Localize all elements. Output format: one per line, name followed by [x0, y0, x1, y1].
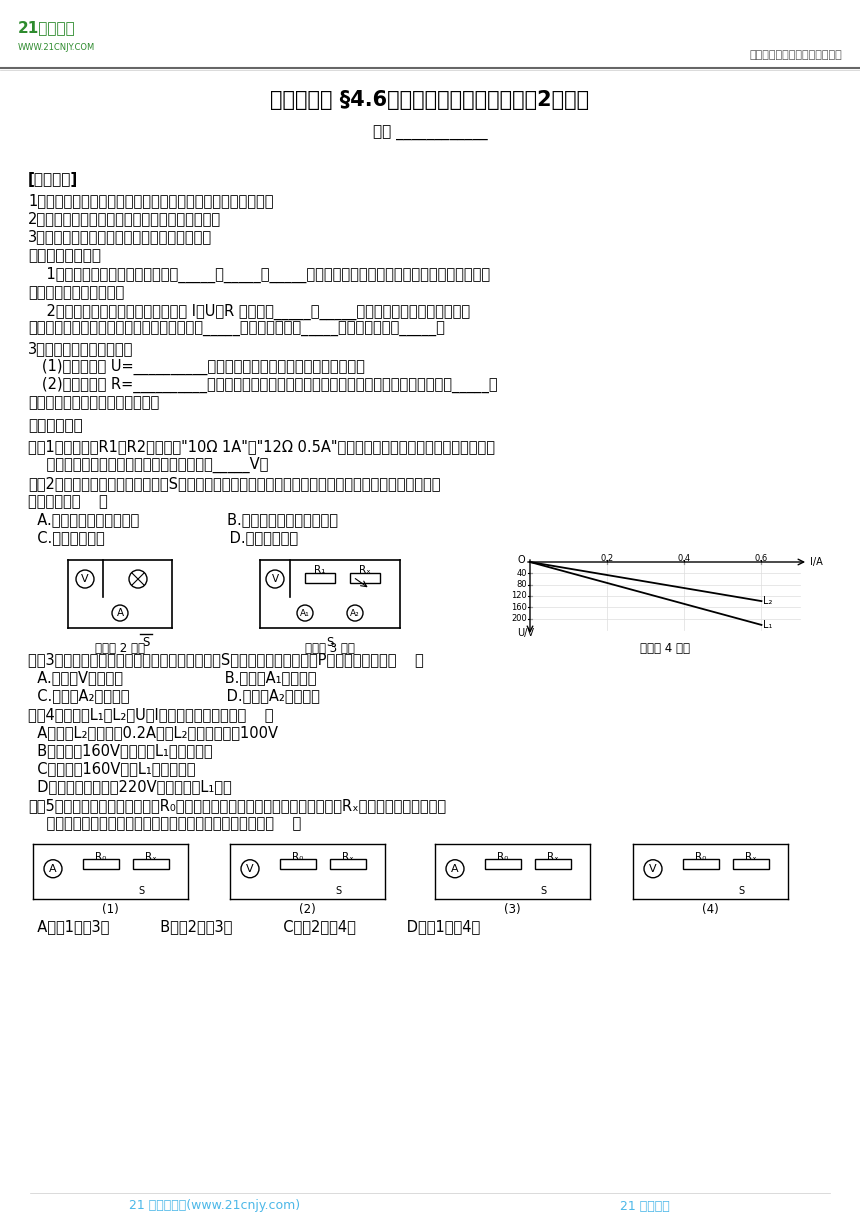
- Text: (3): (3): [504, 902, 520, 916]
- Text: 姓名 ____________: 姓名 ____________: [372, 125, 488, 141]
- Text: A₁: A₁: [300, 608, 310, 618]
- Text: R₀: R₀: [497, 851, 508, 861]
- Text: 电学问题的关键和基础。: 电学问题的关键和基础。: [28, 285, 124, 300]
- Text: 二、例题讲解: 二、例题讲解: [28, 418, 83, 433]
- Text: A₂: A₂: [350, 608, 359, 618]
- Text: 一、知识点梳理：: 一、知识点梳理：: [28, 248, 101, 263]
- Text: 21 世纪教育网(www.21cnjy.com): 21 世纪教育网(www.21cnjy.com): [130, 1199, 300, 1212]
- Text: A: A: [49, 863, 57, 874]
- Text: L₂: L₂: [764, 596, 773, 606]
- Bar: [535, 858, 571, 868]
- Text: 2、运用欧姆定律公式时，公式中的 I、U、R 应对应于_____或_____，解题时都应用相应的标记分: 2、运用欧姆定律公式时，公式中的 I、U、R 应对应于_____或_____，解…: [28, 304, 470, 320]
- Text: 3、会利用欧姆定律的变形公式求导体的电阻。: 3、会利用欧姆定律的变形公式求导体的电阻。: [28, 229, 212, 244]
- Text: 1、欧姆定律反映的是同一导体的_____、_____和_____之间的关系，它是研究、分析、解决各种实际的: 1、欧姆定律反映的是同一导体的_____、_____和_____之间的关系，它是…: [28, 268, 490, 283]
- Text: 21 清风明月: 21 清风明月: [620, 1199, 670, 1212]
- Text: A: A: [116, 608, 124, 618]
- Text: 160: 160: [511, 603, 527, 612]
- Text: Rₓ: Rₓ: [745, 851, 757, 861]
- Text: (2): (2): [298, 902, 316, 916]
- Text: 例题2、如图所示电路中，闭合开关S，灯泡发光，电路正常。若将电压表与电流表交换位置，电路可能出: 例题2、如图所示电路中，闭合开关S，灯泡发光，电路正常。若将电压表与电流表交换位…: [28, 475, 440, 491]
- Text: R₀: R₀: [95, 851, 107, 861]
- Text: 端，为了不损坏电阻，该电源电压不能超过_____V。: 端，为了不损坏电阻，该电源电压不能超过_____V。: [28, 457, 268, 473]
- Text: （例题 4 图）: （例题 4 图）: [640, 642, 690, 655]
- Text: （例题 2 图）: （例题 2 图）: [95, 642, 145, 655]
- Text: 3、欧姆定律的变形公式：: 3、欧姆定律的变形公式：: [28, 340, 133, 356]
- Text: S: S: [138, 885, 144, 896]
- Text: 0.6: 0.6: [755, 554, 768, 563]
- Text: O: O: [518, 554, 525, 565]
- Text: I/A: I/A: [810, 557, 823, 567]
- Bar: [733, 858, 769, 868]
- Text: 关，电阻是导体本身的一种性质。: 关，电阻是导体本身的一种性质。: [28, 395, 159, 410]
- Text: C．电压为160V时，L₁的电阻较大: C．电压为160V时，L₁的电阻较大: [28, 761, 195, 776]
- Text: 例题3、如图所示，电源电压保持不变，闭合开关S，当滑动变阻器的滑片P向右滑动过程中（    ）: 例题3、如图所示，电源电压保持不变，闭合开关S，当滑动变阻器的滑片P向右滑动过程…: [28, 652, 424, 668]
- Text: R₁: R₁: [314, 565, 326, 575]
- Text: R₀: R₀: [696, 851, 707, 861]
- Text: (2)公式变形为 R=__________，这是求导体电阻的一种方法，即伏安法；但电阻本身的大小与_____无: (2)公式变形为 R=__________，这是求导体电阻的一种方法，即伏安法；…: [28, 377, 498, 393]
- Text: S: S: [540, 885, 547, 896]
- Text: Rₓ: Rₓ: [359, 565, 371, 575]
- Text: C.电流表A₂示数不变                     D.电流表A₂示数变小: C.电流表A₂示数不变 D.电流表A₂示数变小: [28, 688, 320, 703]
- Text: Rₓ: Rₓ: [547, 851, 559, 861]
- Text: D．把两灯并联接入220V的电路中，L₁较亮: D．把两灯并联接入220V的电路中，L₁较亮: [28, 779, 231, 794]
- Text: A.电流表、电压表被烧毁                   B.电压表示数接近电源电压: A.电流表、电压表被烧毁 B.电压表示数接近电源电压: [28, 512, 338, 527]
- Text: 例题1、定值电阻R1和R2分别标有"10Ω 1A"和"12Ω 0.5A"的字样，现将它们串联起来接到某电源两: 例题1、定值电阻R1和R2分别标有"10Ω 1A"和"12Ω 0.5A"的字样，…: [28, 439, 495, 454]
- Text: 0.2: 0.2: [600, 554, 614, 563]
- Text: 现的情况是（    ）: 现的情况是（ ）: [28, 494, 108, 510]
- Text: 开，同时公式中的单位应统一：电压的单位是_____，电流的单位是_____，电阻的单位是_____。: 开，同时公式中的单位应统一：电压的单位是_____，电流的单位是_____，电阻…: [28, 322, 445, 337]
- Bar: [133, 858, 169, 868]
- Text: A: A: [452, 863, 459, 874]
- Text: 21世纪教育: 21世纪教育: [18, 21, 76, 35]
- Text: 2、会利用欧姆定律的变形公式求电路中的电流；: 2、会利用欧姆定律的变形公式求电路中的电流；: [28, 212, 221, 226]
- Text: 中小学教育资源及组卷应用平台: 中小学教育资源及组卷应用平台: [749, 50, 842, 60]
- Text: V: V: [81, 574, 89, 584]
- Text: 200: 200: [511, 614, 527, 623]
- Text: U/V: U/V: [518, 627, 535, 638]
- Text: [学习目标]: [学习目标]: [28, 171, 78, 187]
- Text: 例题4、图为灯L₁、L₂的U－I图象，根据图象可知（    ）: 例题4、图为灯L₁、L₂的U－I图象，根据图象可知（ ）: [28, 706, 273, 722]
- Text: S: S: [335, 885, 341, 896]
- Text: A．通过L₂的电流为0.2A时，L₂两端的电压为100V: A．通过L₂的电流为0.2A时，L₂两端的电压为100V: [28, 725, 278, 741]
- Text: L₁: L₁: [764, 620, 773, 630]
- Text: V: V: [649, 863, 657, 874]
- Bar: [83, 858, 119, 868]
- Text: 例题5、如何利用阻值已知的电阻R₀和一只电流表或一只电压表，测出未知电阻Rₓ的阻值，同学们设计了: 例题5、如何利用阻值已知的电阻R₀和一只电流表或一只电压表，测出未知电阻Rₓ的阻…: [28, 798, 446, 814]
- Text: Rₓ: Rₓ: [145, 851, 157, 861]
- Bar: [350, 573, 380, 582]
- Text: 0.4: 0.4: [678, 554, 691, 563]
- Text: V: V: [246, 863, 254, 874]
- Bar: [280, 858, 316, 868]
- Text: V: V: [272, 574, 279, 584]
- Text: Rₓ: Rₓ: [342, 851, 353, 861]
- Text: 浙教版八上 §4.6电流与电压、电阻的关系（2）学案: 浙教版八上 §4.6电流与电压、电阻的关系（2）学案: [270, 90, 590, 109]
- Text: 80: 80: [516, 580, 527, 590]
- Text: C.灯泡正常发光                           D.电流表有示数: C.灯泡正常发光 D.电流表有示数: [28, 530, 298, 545]
- Text: B．电压为160V时，通过L₁的电流较大: B．电压为160V时，通过L₁的电流较大: [28, 743, 212, 758]
- Bar: [683, 858, 719, 868]
- Text: (1): (1): [101, 902, 119, 916]
- Text: A.电压表V示数变小                      B.电流表A₁示数变大: A.电压表V示数变小 B.电流表A₁示数变大: [28, 670, 316, 685]
- Bar: [305, 573, 335, 582]
- Text: S: S: [739, 885, 745, 896]
- Text: 40: 40: [517, 569, 527, 578]
- Text: 如图所示四种电路，其中可行的方法有（电源电压未知）（    ）: 如图所示四种电路，其中可行的方法有（电源电压未知）（ ）: [28, 816, 301, 831]
- Text: 120: 120: [511, 591, 527, 601]
- Text: S: S: [142, 636, 150, 648]
- Text: S: S: [326, 636, 334, 648]
- Text: （例题 3 图）: （例题 3 图）: [305, 642, 355, 655]
- Text: WWW.21CNJY.COM: WWW.21CNJY.COM: [18, 44, 95, 52]
- Bar: [485, 858, 521, 868]
- Text: A．（1）（3）           B．（2）（3）           C．（2）（4）           D．（1）（4）: A．（1）（3） B．（2）（3） C．（2）（4） D．（1）（4）: [28, 919, 480, 934]
- Bar: [330, 858, 366, 868]
- Text: (1)公式变形为 U=__________，这是求导体电阻两端电压的一种方法；: (1)公式变形为 U=__________，这是求导体电阻两端电压的一种方法；: [28, 359, 365, 376]
- Text: (4): (4): [702, 902, 718, 916]
- Text: 1、理解欧姆定律，应用欧姆定律进行解释、推断和简单计算；: 1、理解欧姆定律，应用欧姆定律进行解释、推断和简单计算；: [28, 193, 273, 208]
- Text: R₀: R₀: [292, 851, 304, 861]
